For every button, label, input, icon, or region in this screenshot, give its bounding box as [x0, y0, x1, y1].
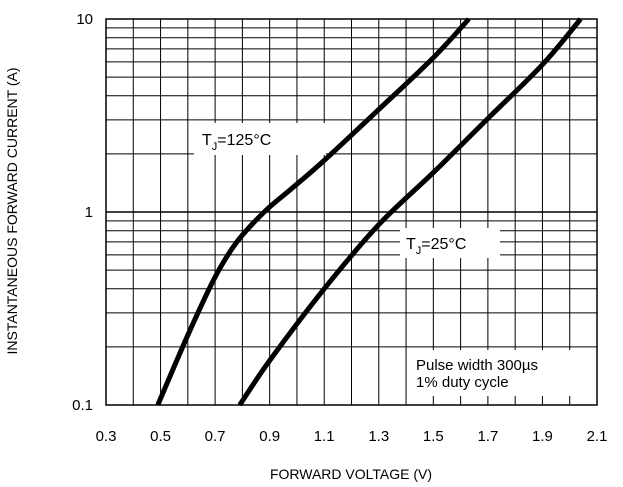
y-tick-label: 0.1	[72, 397, 93, 414]
plot-frame	[105, 18, 598, 406]
x-tick-label: 1.3	[368, 428, 389, 445]
x-axis-label: FORWARD VOLTAGE (V)	[270, 466, 432, 482]
x-tick-label: 1.1	[314, 428, 335, 445]
series-line-1	[237, 17, 583, 407]
annotation-pulse-width: Pulse width 300µs	[416, 357, 538, 374]
y-tick-labels: 0.1 1 10	[72, 11, 93, 414]
x-tick-label: 1.7	[477, 428, 498, 445]
y-axis-label: INSTANTANEOUS FORWARD CURRENT (A)	[4, 67, 20, 354]
series-line-0	[155, 17, 471, 406]
series-label-25-bg	[400, 228, 500, 258]
series-label-125: TJ=125°C	[202, 132, 271, 153]
grid	[106, 19, 597, 405]
y-tick-label: 1	[85, 204, 93, 221]
x-tick-label: 0.7	[205, 428, 226, 445]
x-tick-labels: 0.3 0.5 0.7 0.9 1.1 1.3 1.5 1.7 1.9 2.1	[96, 428, 608, 445]
x-tick-label: 0.9	[259, 428, 280, 445]
annotation-bg	[410, 350, 594, 396]
series-layer	[155, 17, 583, 407]
annotation-duty-cycle: 1% duty cycle	[416, 374, 509, 391]
series-label-25: TJ=25°C	[406, 236, 466, 257]
x-tick-label: 2.1	[587, 428, 608, 445]
x-tick-label: 0.3	[96, 428, 117, 445]
series-label-125-bg	[194, 123, 326, 155]
x-tick-label: 1.5	[423, 428, 444, 445]
x-tick-label: 0.5	[150, 428, 171, 445]
x-tick-label: 1.9	[532, 428, 553, 445]
y-tick-label: 10	[76, 11, 93, 28]
